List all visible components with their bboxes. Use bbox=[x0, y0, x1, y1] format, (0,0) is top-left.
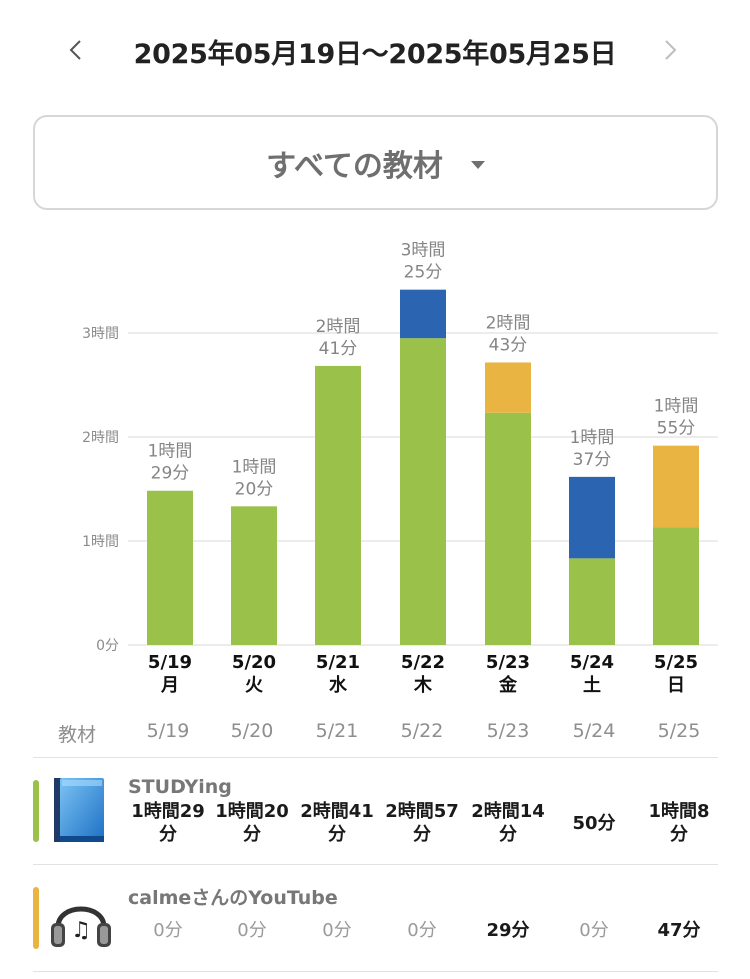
x-tick-date: 5/24 bbox=[570, 652, 614, 673]
table-cell: 0分 bbox=[237, 920, 267, 941]
table-cell: 0分 bbox=[153, 920, 183, 941]
table-header-date: 5/24 bbox=[572, 720, 616, 742]
material-name: calmeさんのYouTube bbox=[128, 887, 338, 909]
material-row-studying[interactable]: STUDYing 1時間29 分 1時間20 分 2時間41 分 2時間57 分 2時間14 分 5… bbox=[0, 758, 750, 864]
bar-total-label: 1時間 bbox=[232, 457, 277, 477]
table-cell: 50分 bbox=[572, 813, 616, 834]
bar-segment bbox=[653, 527, 699, 645]
bar-segment bbox=[485, 412, 531, 645]
bar-segment bbox=[569, 558, 615, 645]
weekly-study-chart: 0分1時間2時間3時間1時間29分5/19月1時間20分5/20火2時間41分5… bbox=[82, 241, 718, 696]
next-week-button[interactable] bbox=[650, 30, 690, 70]
week-header: 2025年05月19日〜2025年05月25日 bbox=[0, 0, 750, 105]
divider bbox=[33, 971, 718, 972]
table-cell: 47分 bbox=[657, 920, 701, 941]
svg-text:♫: ♫ bbox=[71, 918, 91, 943]
headphones-icon: ♫ bbox=[48, 887, 114, 955]
x-tick-date: 5/20 bbox=[232, 652, 276, 673]
row-color-bar bbox=[33, 887, 39, 949]
bar-total-label: 29分 bbox=[151, 464, 190, 484]
table-header-date: 5/19 bbox=[146, 720, 190, 742]
table-header-date: 5/20 bbox=[230, 720, 274, 742]
x-tick-date: 5/25 bbox=[654, 652, 698, 673]
x-tick-weekday: 水 bbox=[329, 674, 348, 696]
table-cell: 29分 bbox=[486, 920, 530, 941]
x-tick-date: 5/22 bbox=[401, 652, 445, 673]
divider bbox=[33, 864, 718, 865]
bar-segment bbox=[569, 476, 615, 559]
table-header-date: 5/23 bbox=[486, 720, 530, 742]
bar-total-label: 41分 bbox=[319, 339, 358, 359]
table-header-date: 5/22 bbox=[400, 720, 444, 742]
x-tick-weekday: 土 bbox=[583, 675, 601, 696]
bar-total-label: 37分 bbox=[573, 450, 612, 470]
caret-down-icon bbox=[470, 160, 485, 169]
bar-segment bbox=[147, 490, 193, 645]
y-tick-label: 0分 bbox=[96, 638, 119, 654]
bar-segment bbox=[653, 445, 699, 528]
table-header-date: 5/25 bbox=[657, 720, 701, 742]
x-tick-date: 5/21 bbox=[316, 652, 360, 673]
bar-segment bbox=[400, 338, 446, 645]
bar-total-label: 25分 bbox=[404, 263, 443, 283]
table-cell: 0分 bbox=[579, 920, 609, 941]
material-select[interactable]: すべての教材 bbox=[33, 115, 718, 210]
table-header: 教材 5/19 5/20 5/21 5/22 5/23 5/24 5/25 bbox=[0, 712, 750, 756]
bar-segment bbox=[485, 362, 531, 413]
y-tick-label: 3時間 bbox=[82, 326, 119, 342]
chevron-right-icon bbox=[665, 40, 677, 60]
divider bbox=[33, 757, 718, 758]
table-cell: 0分 bbox=[407, 920, 437, 941]
material-select-label: すべての教材 bbox=[266, 148, 443, 184]
y-tick-label: 1時間 bbox=[82, 534, 119, 550]
x-tick-weekday: 木 bbox=[413, 674, 433, 696]
row-color-bar bbox=[33, 780, 39, 842]
bar-total-label: 2時間 bbox=[316, 317, 361, 337]
table-header-material: 教材 bbox=[58, 724, 97, 746]
bar-segment bbox=[400, 289, 446, 339]
bar-total-label: 1時間 bbox=[570, 428, 615, 448]
table-cell: 0分 bbox=[322, 920, 352, 941]
bar-total-label: 43分 bbox=[489, 335, 528, 355]
bar-total-label: 55分 bbox=[657, 419, 696, 439]
bar-total-label: 20分 bbox=[235, 479, 274, 499]
chevron-left-icon bbox=[69, 40, 81, 60]
x-tick-weekday: 月 bbox=[160, 675, 179, 696]
bar-segment bbox=[231, 506, 277, 645]
x-tick-date: 5/19 bbox=[148, 652, 192, 673]
bar-total-label: 1時間 bbox=[654, 397, 699, 417]
table-header-date: 5/21 bbox=[315, 720, 359, 742]
book-icon bbox=[48, 774, 110, 850]
table-cell: 2時間41 分 bbox=[300, 801, 374, 845]
date-range-title: 2025年05月19日〜2025年05月25日 bbox=[133, 39, 617, 70]
x-tick-weekday: 火 bbox=[245, 675, 264, 696]
table-cell: 1時間29 分 bbox=[131, 801, 205, 845]
material-row-youtube[interactable]: ♫ calmeさんのYouTube 0分 0分 0分 0分 29分 0分 47分 bbox=[0, 865, 750, 971]
table-cell: 2時間57 分 bbox=[385, 801, 459, 845]
table-cell: 2時間14 分 bbox=[471, 801, 545, 845]
table-cell: 1時間8 分 bbox=[648, 801, 710, 845]
y-tick-label: 2時間 bbox=[82, 430, 119, 446]
prev-week-button[interactable] bbox=[56, 30, 96, 70]
x-tick-weekday: 金 bbox=[498, 674, 518, 696]
bar-total-label: 1時間 bbox=[148, 442, 193, 462]
material-name: STUDYing bbox=[128, 776, 232, 798]
table-cell: 1時間20 分 bbox=[215, 801, 289, 845]
x-tick-date: 5/23 bbox=[486, 652, 530, 673]
x-tick-weekday: 日 bbox=[667, 675, 685, 696]
bar-total-label: 3時間 bbox=[401, 241, 446, 261]
bar-segment bbox=[315, 365, 361, 645]
bar-total-label: 2時間 bbox=[486, 313, 531, 333]
